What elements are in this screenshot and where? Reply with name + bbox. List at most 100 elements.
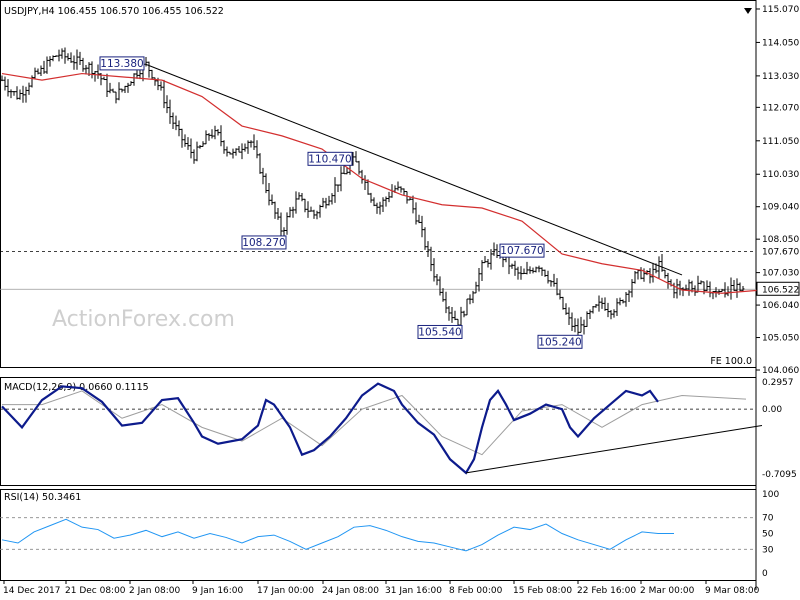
ohlc-bar <box>120 88 124 93</box>
ohlc-bar <box>414 202 418 225</box>
macd-tick-label: -0.7095 <box>762 470 797 480</box>
ohlc-bar <box>699 280 703 285</box>
ohlc-bar <box>78 51 82 66</box>
ohlc-bar <box>432 258 436 282</box>
ohlc-bar <box>57 49 61 62</box>
ohlc-bar <box>243 143 247 152</box>
time-tick-label: 17 Jan 00:00 <box>257 586 314 596</box>
ohlc-bar <box>591 305 595 314</box>
ohlc-bar <box>474 281 478 294</box>
price-annotation-label: 110.470 <box>308 153 351 165</box>
ohlc-bar <box>147 61 151 78</box>
ohlc-bar <box>618 297 622 306</box>
ohlc-bar <box>570 312 574 332</box>
price-tick-label: 110.030 <box>762 170 799 180</box>
ohlc-bar <box>573 318 577 333</box>
ohlc-bar <box>300 193 304 202</box>
ohlc-bar <box>252 134 256 150</box>
ohlc-bar <box>624 292 628 307</box>
ohlc-bar <box>585 311 589 327</box>
ohlc-bar <box>72 55 76 70</box>
price-annotation-label: 107.670 <box>500 245 543 257</box>
ohlc-bar <box>189 138 193 159</box>
ohlc-bar <box>111 88 115 93</box>
ohlc-bar <box>36 68 40 75</box>
ohlc-bar <box>732 279 736 291</box>
ohlc-bar <box>213 125 217 140</box>
ohlc-bar <box>303 198 307 213</box>
ohlc-bar <box>675 278 679 299</box>
ohlc-bar <box>633 271 637 284</box>
macd-tick-label: 0.00 <box>762 405 782 415</box>
ohlc-bar <box>735 278 739 298</box>
ohlc-bar <box>531 267 535 274</box>
price-pane: 115.070 114.050 113.030 112.070 111.050 110.0… <box>0 5 800 376</box>
ohlc-bar <box>444 291 448 314</box>
ohlc-bar <box>207 133 211 141</box>
ohlc-bar <box>600 297 604 309</box>
rsi-tick-label: 50 <box>762 530 774 540</box>
ohlc-bar <box>60 48 64 59</box>
ohlc-bar <box>291 206 295 218</box>
ohlc-bar <box>720 288 724 293</box>
ohlc-bar <box>33 67 37 80</box>
ohlc-bar <box>81 57 85 72</box>
ohlc-bar <box>666 272 670 289</box>
rsi-tick-label: 100 <box>762 490 779 500</box>
ohlc-bar <box>372 197 376 207</box>
price-annotation-box <box>537 334 583 349</box>
rsi-line <box>1 518 674 552</box>
ohlc-bar <box>423 227 427 250</box>
ohlc-bar <box>345 167 349 175</box>
ohlc-bar <box>180 128 184 148</box>
ohlc-bar <box>606 302 610 318</box>
right-price-tag: 107.670 <box>762 248 799 258</box>
price-annotation-box <box>417 324 463 339</box>
ohlc-bar <box>738 282 742 292</box>
ohlc-bar <box>582 319 586 335</box>
ohlc-bar <box>483 255 487 264</box>
ohlc-bar <box>627 290 631 303</box>
ohlc-bar <box>15 86 19 100</box>
ohlc-bar <box>630 279 634 298</box>
ohlc-bar <box>549 280 553 287</box>
ohlc-bar <box>516 266 520 280</box>
ohlc-bar <box>255 140 259 159</box>
ohlc-bar <box>537 265 541 273</box>
ohlc-bar <box>225 146 229 157</box>
ohlc-bar <box>246 140 250 154</box>
price-annotation: 105.540 <box>417 324 463 339</box>
price-annotation-label: 108.270 <box>242 237 285 249</box>
ohlc-bar <box>642 268 646 282</box>
ohlc-bar <box>231 148 235 159</box>
ohlc-bar <box>21 85 25 103</box>
price-annotation-box <box>499 243 545 258</box>
ohlc-bar <box>171 112 175 129</box>
ohlc-bar <box>402 188 406 195</box>
price-annotation: 107.670 <box>499 243 545 258</box>
ohlc-bar <box>249 140 253 148</box>
ohlc-bar <box>309 206 313 212</box>
price-annotation-box <box>99 56 145 71</box>
ohlc-bar <box>321 197 325 208</box>
price-annotation-label: 113.380 <box>100 58 143 70</box>
ohlc-bar <box>276 208 280 220</box>
rsi-pane: RSI(14) 50.3461 100 70 50 30 0 <box>0 490 779 579</box>
price-annotation-label: 105.540 <box>418 326 461 338</box>
ohlc-bar <box>324 197 328 209</box>
ohlc-bar <box>102 76 106 81</box>
ohlc-bar <box>318 204 322 218</box>
ohlc-bar <box>579 316 583 333</box>
ohlc-bar <box>435 274 439 286</box>
ohlc-bar <box>387 191 391 203</box>
ohlc-bar <box>369 192 373 203</box>
rsi-tick-label: 0 <box>762 569 768 579</box>
ohlc-bar <box>315 210 319 220</box>
ohlc-bar <box>285 212 289 235</box>
ohlc-bar <box>564 303 568 315</box>
ohlc-bar <box>603 297 607 311</box>
price-annotation: 105.240 <box>537 334 583 349</box>
ohlc-bar <box>261 167 265 185</box>
ohlc-bar <box>183 134 187 147</box>
